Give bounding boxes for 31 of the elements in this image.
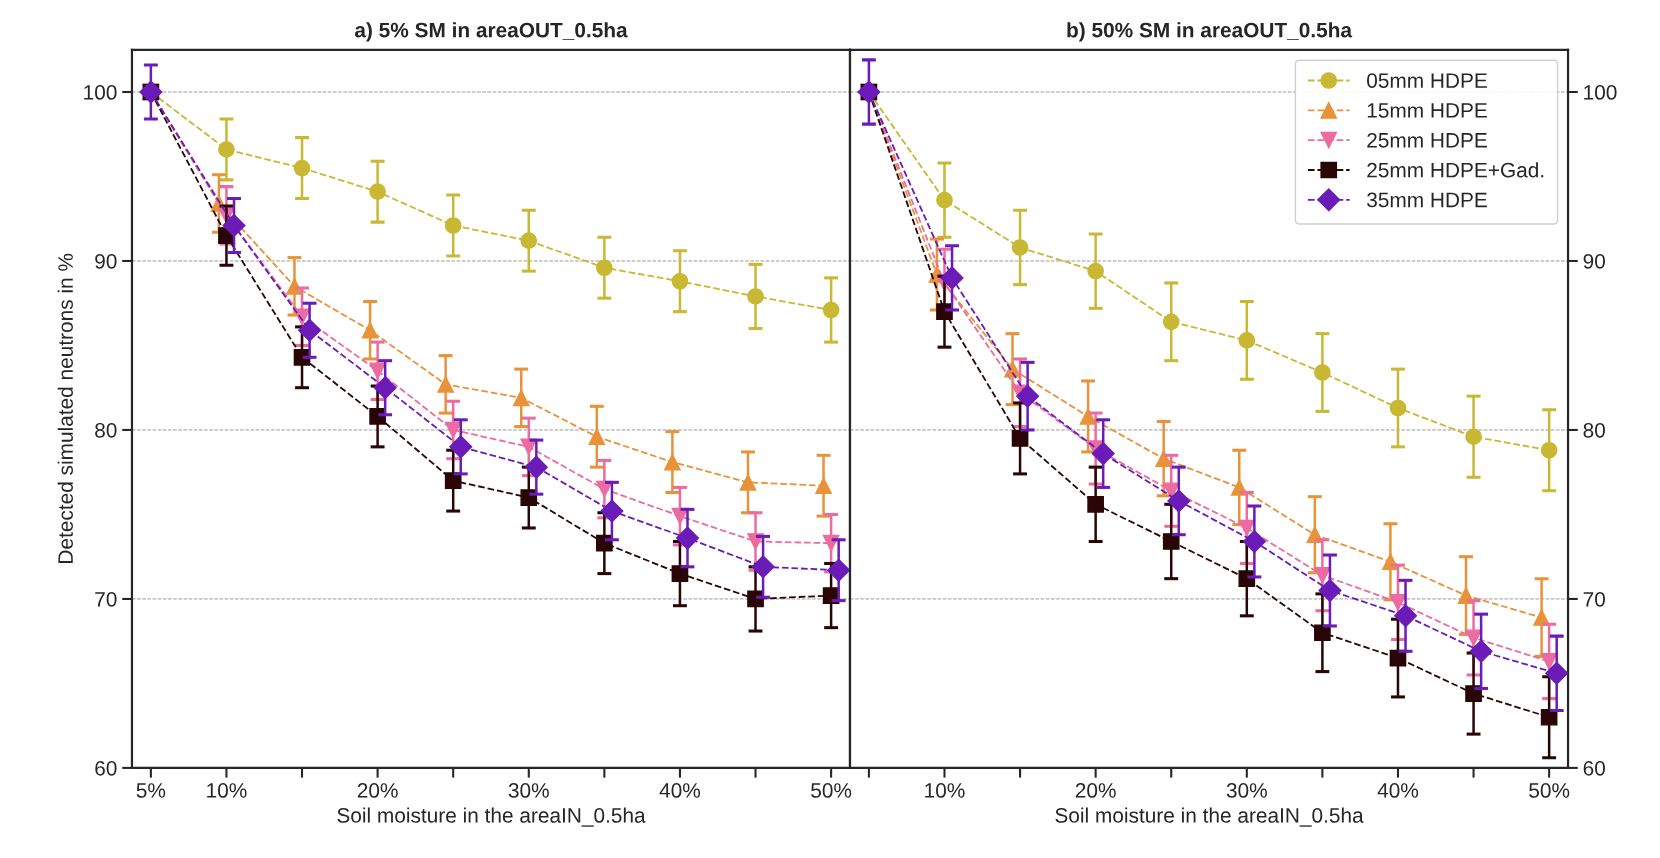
x-tick-label: 10%: [207, 783, 247, 798]
y-tick-label: 70: [1583, 591, 1605, 607]
x-tick-label: 20%: [1075, 783, 1116, 798]
legend-label: 15mm HDPE: [1367, 103, 1487, 118]
legend-label: 05mm HDPE: [1367, 73, 1487, 88]
x-axis-title: Soil moisture in the areaIN_0.5ha: [1055, 807, 1364, 827]
y-tick-label: 60: [95, 760, 117, 776]
x-tick-label: 50%: [811, 783, 852, 798]
y-tick-label: 70: [95, 591, 117, 607]
x-tick-label: 40%: [1377, 783, 1419, 798]
x-tick-label: 30%: [1226, 783, 1267, 798]
x-tick-label: 10%: [925, 783, 965, 798]
y-tick-label: 100: [1584, 85, 1617, 100]
x-tick-label: 40%: [659, 783, 701, 798]
y-tick-label: 90: [1583, 253, 1605, 269]
x-axis-title: Soil moisture in the areaIN_0.5ha: [337, 807, 646, 827]
y-tick-label: 60: [1583, 760, 1605, 776]
y-tick-label: 80: [95, 422, 117, 438]
chart-title: a) 5% SM in areaOUT_0.5ha: [354, 22, 628, 42]
x-tick-label: 5%: [136, 783, 166, 798]
y-tick-label: 90: [95, 253, 117, 269]
y-tick-label: 80: [1583, 422, 1605, 438]
x-tick-label: 50%: [1529, 783, 1570, 798]
legend-label: 35mm HDPE: [1367, 192, 1487, 208]
y-tick-label: 100: [84, 85, 117, 100]
y-axis-title: Detected simulated neutrons in %: [57, 253, 73, 563]
legend-label: 25mm HDPE: [1367, 132, 1487, 148]
x-tick-label: 30%: [508, 783, 549, 798]
x-tick-label: 20%: [357, 783, 398, 798]
legend-label: 25mm HDPE+Gad.: [1367, 162, 1544, 178]
chart-title: b) 50% SM in areaOUT_0.5ha: [1067, 22, 1353, 42]
